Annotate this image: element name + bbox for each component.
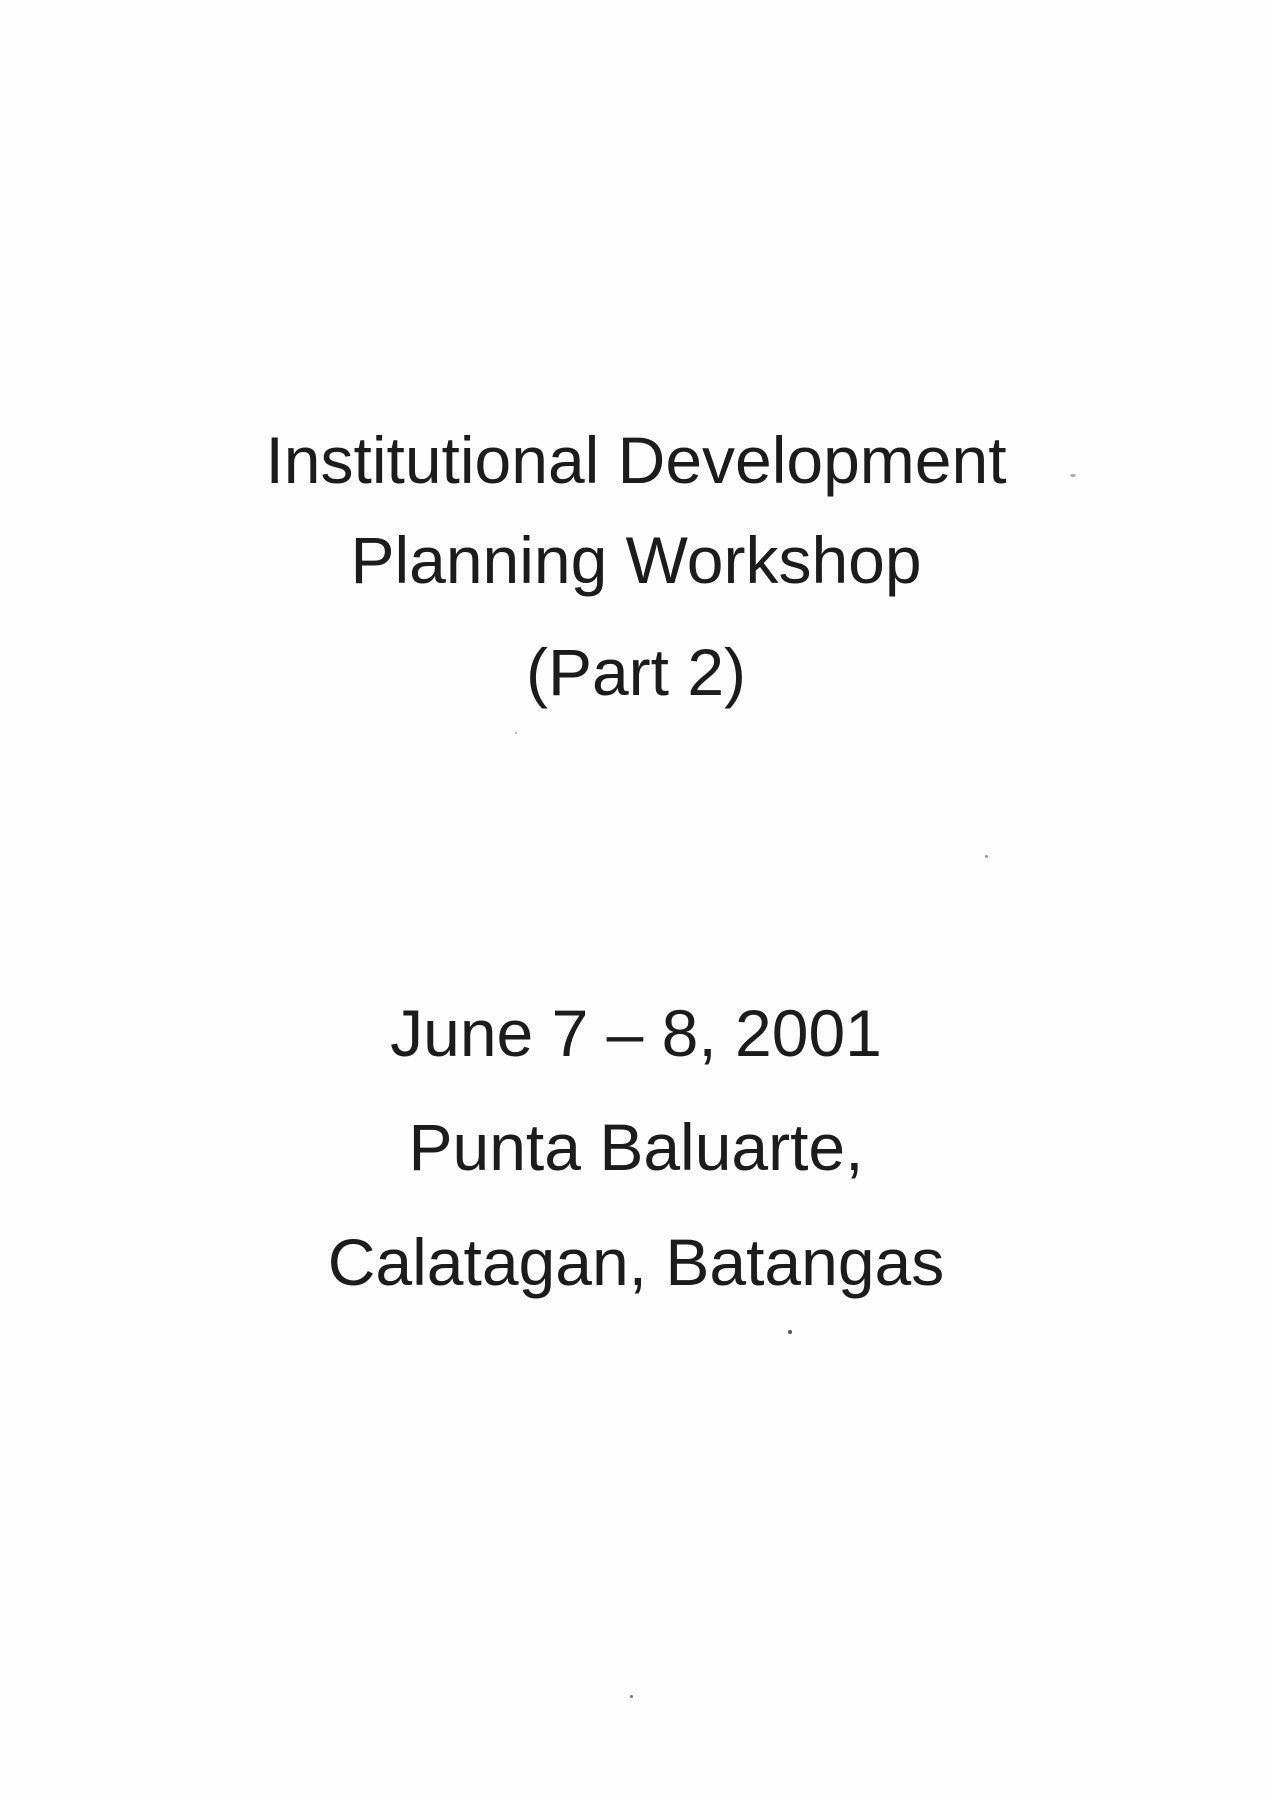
- venue-line-1: Punta Baluarte,: [408, 1110, 864, 1184]
- title-line-1: Institutional Development: [265, 423, 1007, 497]
- scan-speck: [630, 1695, 633, 1698]
- title-line-3: (Part 2): [525, 635, 747, 709]
- scan-speck: [788, 1330, 792, 1334]
- event-date: June 7 – 8, 2001: [390, 996, 882, 1070]
- scan-speck: [1070, 474, 1076, 477]
- venue-line-2: Calatagan, Batangas: [327, 1225, 945, 1299]
- title-line-2: Planning Workshop: [350, 523, 922, 597]
- scan-speck: [515, 732, 517, 734]
- scan-speck: [985, 855, 988, 858]
